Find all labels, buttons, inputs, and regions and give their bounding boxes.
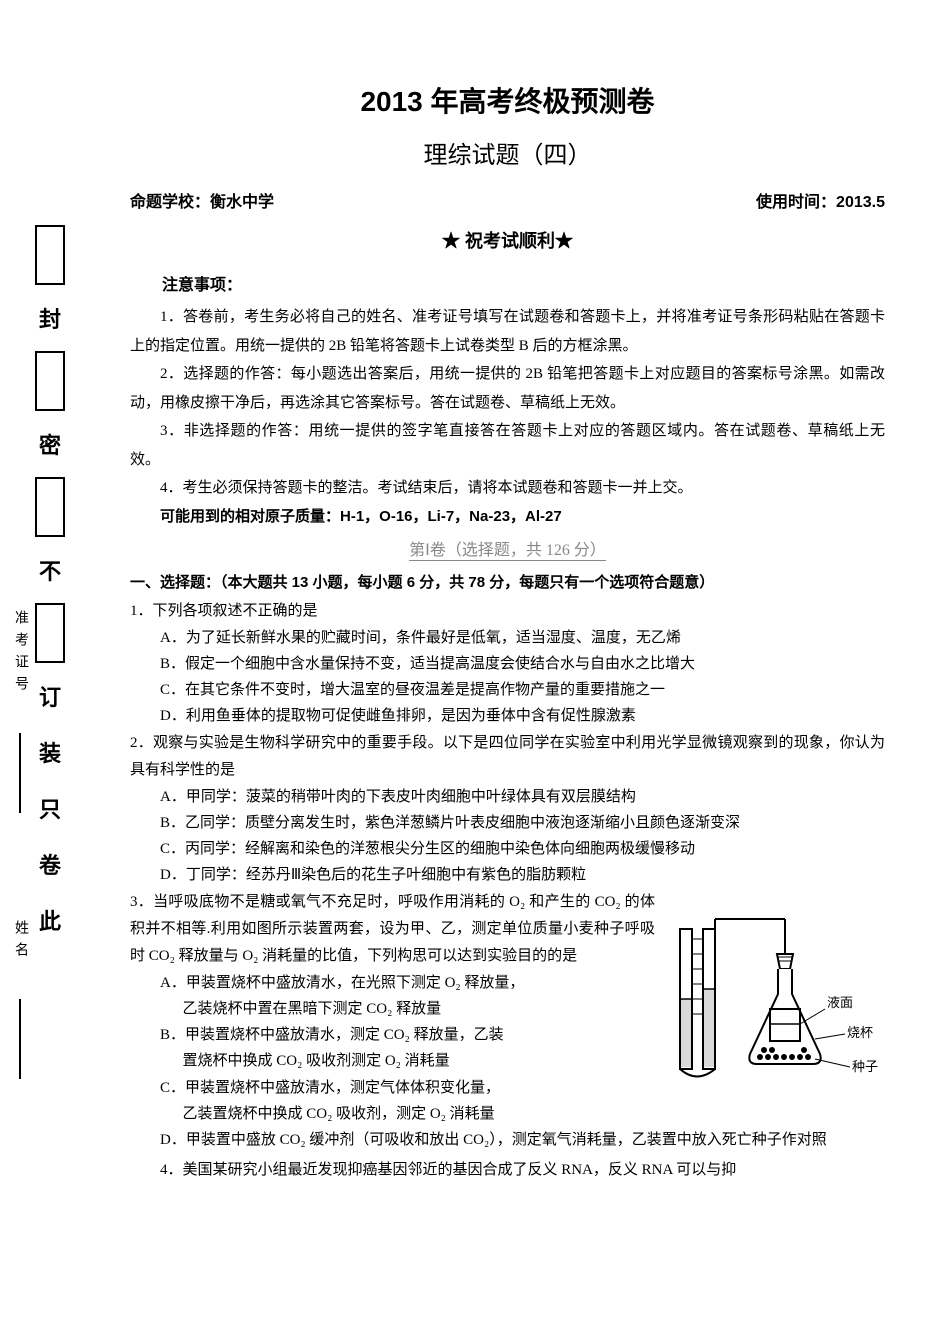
name-label: 姓名 bbox=[10, 920, 30, 964]
q2-option-b: B．乙同学：质壁分离发生时，紫色洋葱鳞片叶表皮细胞中液泡逐渐缩小且颜色逐渐变深 bbox=[145, 810, 885, 836]
q1-stem: 1．下列各项叙述不正确的是 bbox=[130, 598, 885, 625]
side-char: 此 bbox=[39, 904, 61, 936]
q3-option-c-cont: 乙装置烧杯中换成 CO₂ 吸收剂，测定 O₂ 消耗量 bbox=[130, 1101, 655, 1127]
notice-item: 4．考生必须保持答题卡的整洁。考试结束后，请将本试题卷和答题卡一并上交。 bbox=[130, 474, 885, 503]
seed-label: 种子 bbox=[852, 1059, 878, 1074]
exam-id-label: 准考证号 bbox=[10, 610, 30, 698]
underline bbox=[19, 733, 21, 813]
q2-stem: 2．观察与实验是生物科学研究中的重要手段。以下是四位同学在实验室中利用光学显微镜… bbox=[130, 730, 885, 784]
q3-option-b: B．甲装置烧杯中盛放清水，测定 CO₂ 释放量，乙装 bbox=[130, 1022, 655, 1048]
side-char: 卷 bbox=[39, 848, 61, 880]
q2-option-d: D．丁同学：经苏丹Ⅲ染色后的花生子叶细胞中有紫色的脂肪颗粒 bbox=[145, 862, 885, 888]
side-char: 装 bbox=[39, 736, 61, 768]
side-char: 密 bbox=[39, 428, 61, 460]
side-char: 订 bbox=[39, 680, 61, 712]
liquid-label: 液面 bbox=[827, 995, 853, 1010]
apparatus-diagram: 液面 烧杯 种子 bbox=[665, 899, 885, 1099]
side-char: 只 bbox=[39, 792, 61, 824]
q3-option-c: C．甲装置烧杯中盛放清水，测定气体体积变化量， bbox=[130, 1075, 655, 1101]
q2-option-a: A．甲同学：菠菜的稍带叶肉的下表皮叶肉细胞中叶绿体具有双层膜结构 bbox=[145, 784, 885, 810]
q3-option-a-cont: 乙装烧杯中置在黑暗下测定 CO₂ 释放量 bbox=[130, 996, 655, 1022]
q3-option-b-cont: 置烧杯中换成 CO₂ 吸收剂测定 O₂ 消耗量 bbox=[130, 1048, 655, 1074]
main-title: 2013 年高考终极预测卷 bbox=[130, 80, 885, 120]
notice-heading: 注意事项： bbox=[130, 271, 885, 295]
underline bbox=[19, 999, 21, 1079]
q1-option-a: A．为了延长新鲜水果的贮藏时间，条件最好是低氧，适当湿度、温度，无乙烯 bbox=[145, 625, 885, 651]
side-box bbox=[35, 225, 65, 285]
q1-option-b: B．假定一个细胞中含水量保持不变，适当提高温度会使结合水与自由水之比增大 bbox=[145, 651, 885, 677]
q2-option-c: C．丙同学：经解离和染色的洋葱根尖分生区的细胞中染色体向细胞两极缓慢移动 bbox=[145, 836, 885, 862]
wish-text: ★ 祝考试顺利★ bbox=[130, 227, 885, 253]
side-box bbox=[35, 477, 65, 537]
notice-item: 3．非选择题的作答：用统一提供的签字笔直接答在答题卡上对应的答题区域内。答在试题… bbox=[130, 417, 885, 474]
section-heading: 一、选择题：（本大题共 13 小题，每小题 6 分，共 78 分，每题只有一个选… bbox=[130, 569, 885, 598]
notice-item: 1．答卷前，考生务必将自己的姓名、准考证号填写在试题卷和答题卡上，并将准考证号条… bbox=[130, 303, 885, 360]
q3-container: 3．当呼吸底物不是糖或氧气不充足时，呼吸作用消耗的 O₂ 和产生的 CO₂ 的体… bbox=[130, 889, 885, 1128]
notice-item: 2．选择题的作答：每小题选出答案后，用统一提供的 2B 铅笔把答题卡上对应题目的… bbox=[130, 360, 885, 417]
q3-option-d: D．甲装置中盛放 CO₂ 缓冲剂（可吸收和放出 CO₂），测定氧气消耗量，乙装置… bbox=[145, 1127, 885, 1153]
q4-stem: 4．美国某研究小组最近发现抑癌基因邻近的基因合成了反义 RNA，反义 RNA 可… bbox=[130, 1157, 885, 1184]
side-box bbox=[35, 603, 65, 663]
side-box bbox=[35, 351, 65, 411]
binding-margin: 封 密 不 订 装 只 卷 此 准考证号 姓名 bbox=[0, 20, 100, 1204]
school-label: 命题学校：衡水中学 bbox=[130, 188, 274, 212]
paper-part-label: 第Ⅰ卷（选择题，共 126 分） bbox=[409, 536, 606, 561]
sub-title: 理综试题（四） bbox=[130, 135, 885, 170]
time-label: 使用时间：2013.5 bbox=[756, 188, 885, 212]
side-char: 封 bbox=[39, 302, 61, 334]
formula-info: 可能用到的相对原子质量：H-1，O-16，Li-7，Na-23，Al-27 bbox=[130, 503, 885, 532]
q3-option-a: A．甲装置烧杯中盛放清水，在光照下测定 O₂ 释放量， bbox=[130, 970, 655, 996]
q3-figure: 液面 烧杯 种子 bbox=[665, 889, 885, 1128]
beaker-label: 烧杯 bbox=[847, 1025, 873, 1040]
q1-option-d: D．利用鱼垂体的提取物可促使雌鱼排卵，是因为垂体中含有促性腺激素 bbox=[145, 703, 885, 729]
side-char: 不 bbox=[39, 554, 61, 586]
header-row: 命题学校：衡水中学 使用时间：2013.5 bbox=[130, 188, 885, 212]
document-body: 2013 年高考终极预测卷 理综试题（四） 命题学校：衡水中学 使用时间：201… bbox=[100, 20, 945, 1204]
q3-stem: 3．当呼吸底物不是糖或氧气不充足时，呼吸作用消耗的 O₂ 和产生的 CO₂ 的体… bbox=[130, 889, 655, 970]
q1-option-c: C．在其它条件不变时，增大温室的昼夜温差是提高作物产量的重要措施之一 bbox=[145, 677, 885, 703]
